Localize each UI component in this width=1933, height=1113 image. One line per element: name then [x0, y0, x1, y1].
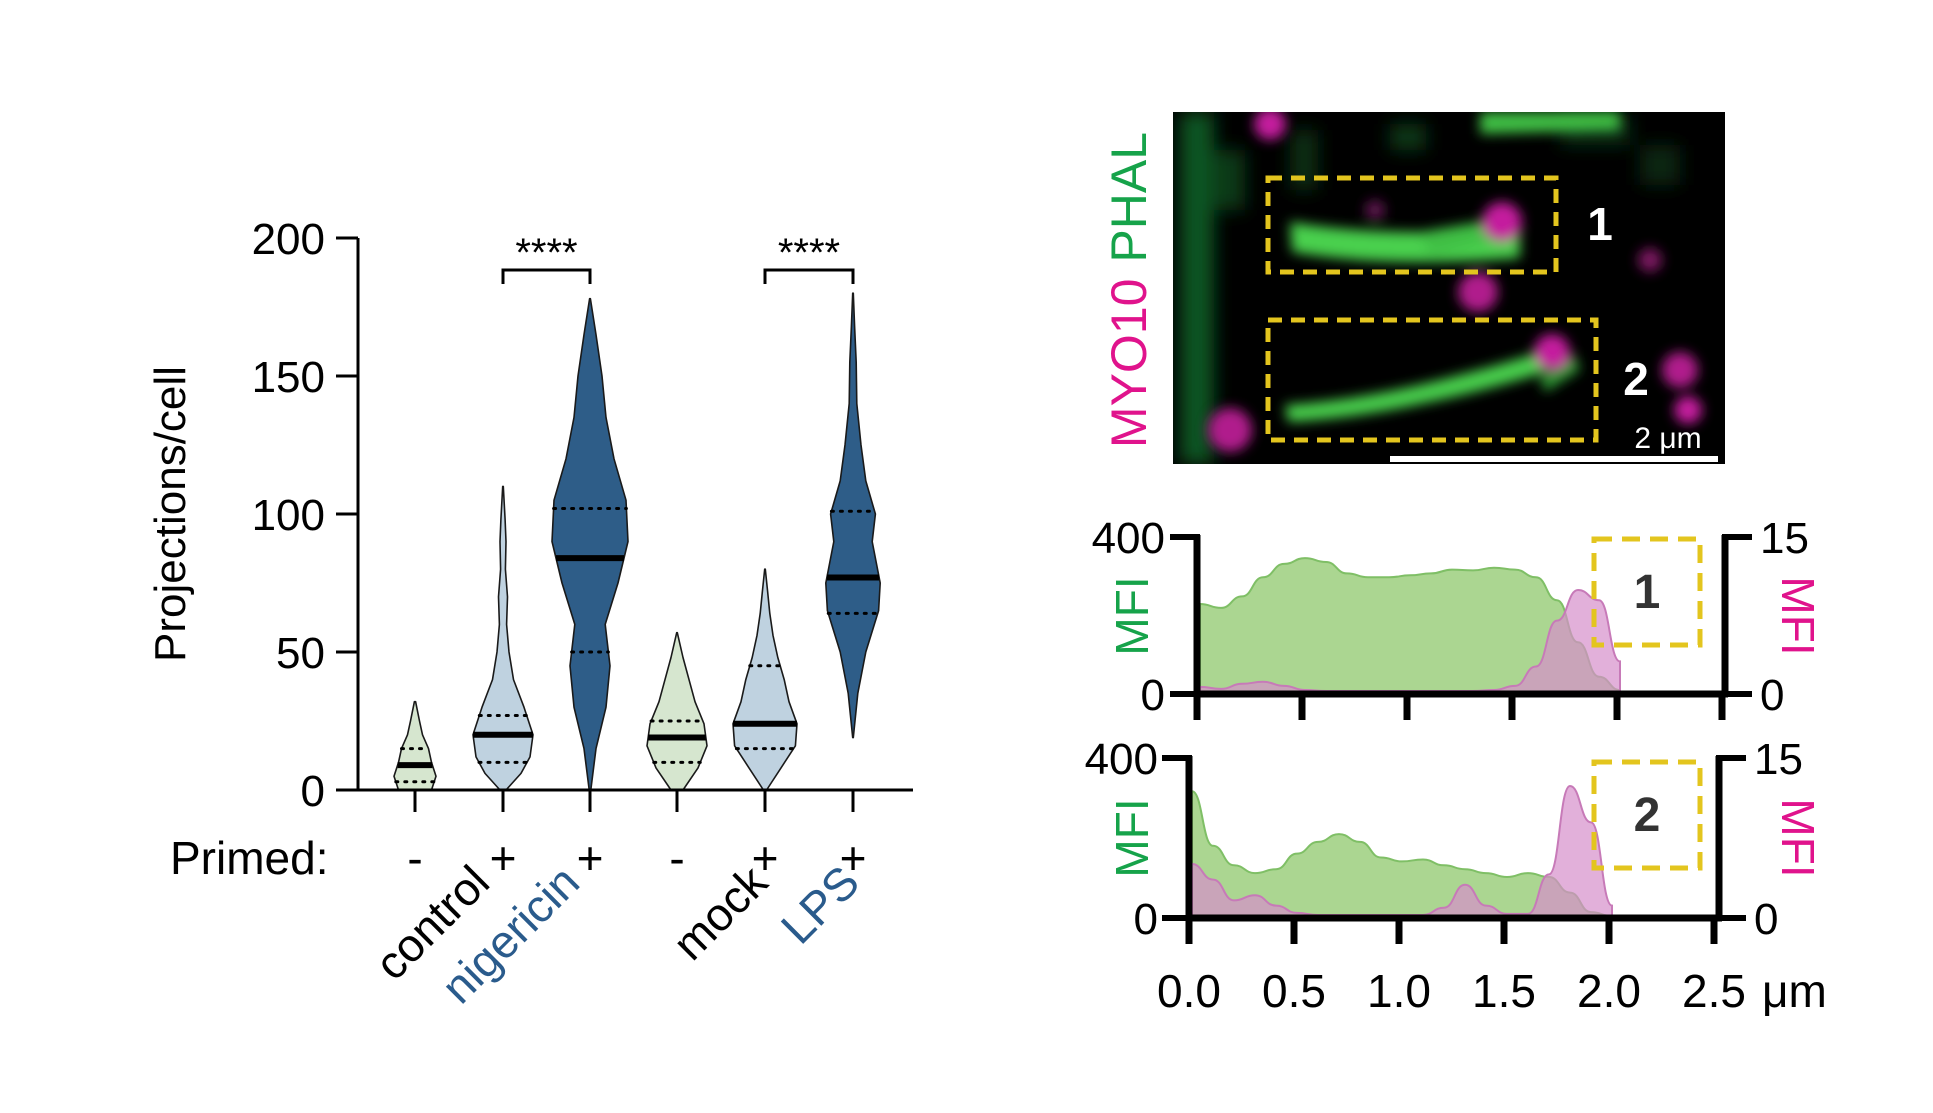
p1-roi-label: 1: [1634, 566, 1661, 619]
x-tick-label-2.0: 2.0: [1577, 965, 1641, 1017]
p2-left-ylabel: MFI: [1106, 798, 1158, 877]
p2-left-tick-400: 400: [1085, 735, 1158, 784]
p2-areas-series-0: [1191, 790, 1613, 917]
micrograph: 1 2 2 μm MYO10 PHAL: [1101, 112, 1725, 464]
y-tick-label-200: 200: [252, 215, 325, 264]
p2-left-tick-0: 0: [1134, 895, 1158, 944]
x-ticks: [413, 790, 855, 812]
x-tick-label-1.0: 1.0: [1367, 965, 1431, 1017]
primed-sign-3: -: [669, 832, 684, 884]
p1-right-ylabel: MFI: [1772, 576, 1824, 655]
channel-labels: MYO10 PHAL: [1101, 132, 1157, 448]
violin-chart: 0 50 100 150 200 Projections/cell Primed: - +…: [146, 215, 913, 1013]
intensity-profile-2: 400 0 15 0 MFI MFI 2 0.0 0.5 1.0 1.5 2.0 2.5 …: [1085, 735, 1827, 1017]
p1-right-tick-0: 0: [1760, 671, 1784, 720]
profile-1-areas: [1199, 557, 1621, 693]
p1-x-ticks: [1193, 694, 1726, 720]
violin-0: [393, 700, 437, 791]
sig-label-0: ****: [515, 231, 577, 275]
x-unit-label: μm: [1762, 965, 1827, 1017]
roi-box-2: [1265, 317, 1599, 443]
x-tick-label-0.5: 0.5: [1262, 965, 1326, 1017]
primed-sign-2: +: [577, 832, 604, 884]
intensity-profile-1: 400 0 15 0 MFI MFI 1: [1092, 514, 1824, 720]
micrograph-background: [1173, 112, 1725, 464]
p1-left-ylabel: MFI: [1106, 576, 1158, 655]
p1-areas-series-0: [1199, 557, 1621, 693]
p2-roi-label: 2: [1634, 789, 1661, 842]
channel-myo10-label: MYO10: [1101, 279, 1157, 449]
p2-right-tick-0: 0: [1754, 895, 1778, 944]
y-tick-label-50: 50: [276, 629, 325, 678]
p2-x-tick-labels: 0.0 0.5 1.0 1.5 2.0 2.5: [1157, 965, 1746, 1017]
roi-box-1: [1265, 175, 1559, 275]
significance-brackets: **** ****: [501, 231, 855, 284]
x-tick-label-1.5: 1.5: [1472, 965, 1536, 1017]
p1-roi-box: [1591, 536, 1703, 648]
p2-roi-box: [1591, 759, 1703, 871]
x-tick-label-2.5: 2.5: [1682, 965, 1746, 1017]
primed-sign-5: +: [840, 832, 867, 884]
sig-bracket-1: [763, 268, 855, 284]
primed-sign-4: +: [752, 832, 779, 884]
violin-1: [472, 485, 534, 791]
scale-bar-label: 2 μm: [1634, 422, 1701, 455]
primed-signs: - + + - + +: [407, 832, 866, 884]
x-tick-label-0.0: 0.0: [1157, 965, 1221, 1017]
violin-5: [825, 292, 881, 739]
y-tick-label-100: 100: [252, 491, 325, 540]
violin-3: [646, 631, 708, 791]
p2-right-ylabel: MFI: [1772, 798, 1824, 877]
p2-right-tick-15: 15: [1754, 735, 1803, 784]
y-ticks: 0 50 100 150 200: [252, 215, 358, 816]
primed-sign-0: -: [407, 832, 422, 884]
p2-x-ticks: [1185, 918, 1718, 944]
violin-shapes: [393, 292, 881, 791]
channel-phal-label: PHAL: [1101, 132, 1157, 263]
micrograph-signal: [1180, 112, 1702, 464]
profile-2-areas: [1191, 784, 1613, 917]
y-axis-label: Projections/cell: [146, 366, 195, 662]
p1-left-tick-400: 400: [1092, 514, 1165, 563]
p1-left-tick-0: 0: [1141, 671, 1165, 720]
violin-quartile-lines: [394, 506, 880, 784]
violin-4: [732, 568, 798, 791]
sig-label-1: ****: [778, 231, 840, 275]
y-tick-label-150: 150: [252, 353, 325, 402]
primed-sign-1: +: [490, 832, 517, 884]
roi-label-2: 2: [1623, 353, 1649, 405]
sig-bracket-0: [501, 268, 592, 284]
roi-label-1: 1: [1587, 198, 1613, 250]
p1-right-tick-15: 15: [1760, 514, 1809, 563]
primed-label: Primed:: [170, 832, 328, 884]
violin-2: [551, 297, 629, 791]
y-tick-label-0: 0: [301, 767, 325, 816]
